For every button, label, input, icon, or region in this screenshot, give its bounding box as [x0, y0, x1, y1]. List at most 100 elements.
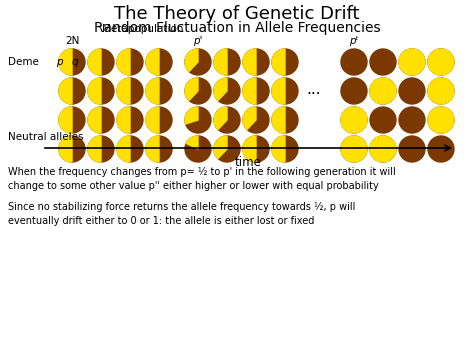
Circle shape — [341, 49, 367, 75]
Wedge shape — [117, 136, 130, 162]
Circle shape — [146, 136, 172, 162]
Wedge shape — [214, 78, 227, 100]
Wedge shape — [272, 136, 285, 162]
Circle shape — [185, 49, 211, 75]
Wedge shape — [214, 107, 227, 130]
Circle shape — [185, 78, 211, 104]
Wedge shape — [243, 107, 256, 130]
Circle shape — [59, 136, 85, 162]
Text: time: time — [235, 156, 262, 169]
Circle shape — [370, 107, 396, 133]
Wedge shape — [243, 49, 256, 75]
Wedge shape — [243, 136, 256, 162]
Text: Deme: Deme — [8, 57, 39, 67]
Circle shape — [341, 107, 367, 133]
Circle shape — [370, 136, 396, 162]
Circle shape — [399, 49, 425, 75]
Wedge shape — [185, 78, 198, 100]
Circle shape — [146, 78, 172, 104]
Circle shape — [243, 49, 269, 75]
Circle shape — [428, 107, 454, 133]
Circle shape — [272, 136, 298, 162]
Wedge shape — [117, 107, 130, 133]
Wedge shape — [428, 49, 454, 75]
Wedge shape — [59, 136, 72, 162]
Circle shape — [341, 136, 367, 162]
Wedge shape — [399, 49, 425, 75]
Circle shape — [146, 107, 172, 133]
Wedge shape — [272, 49, 285, 75]
Circle shape — [117, 49, 143, 75]
Circle shape — [146, 49, 172, 75]
Circle shape — [214, 107, 240, 133]
Circle shape — [243, 107, 269, 133]
Wedge shape — [214, 49, 227, 75]
Circle shape — [88, 107, 114, 133]
Wedge shape — [428, 78, 454, 104]
Wedge shape — [117, 78, 130, 104]
Wedge shape — [88, 78, 101, 104]
Wedge shape — [243, 78, 256, 104]
Text: p': p' — [193, 36, 203, 46]
Text: pᵗ: pᵗ — [349, 36, 359, 46]
Circle shape — [370, 49, 396, 75]
Text: The Theory of Genetic Drift: The Theory of Genetic Drift — [114, 5, 360, 23]
Text: p: p — [55, 57, 62, 67]
Circle shape — [272, 107, 298, 133]
Wedge shape — [370, 136, 396, 162]
Circle shape — [88, 136, 114, 162]
Wedge shape — [428, 107, 454, 133]
Circle shape — [272, 78, 298, 104]
Wedge shape — [88, 107, 101, 133]
Wedge shape — [146, 107, 159, 133]
Wedge shape — [88, 136, 101, 162]
Wedge shape — [272, 107, 285, 133]
Wedge shape — [185, 49, 198, 71]
Circle shape — [272, 49, 298, 75]
Text: Since no stabilizing force returns the allele frequency towards ½, p will
eventu: Since no stabilizing force returns the a… — [8, 202, 356, 226]
Text: ...: ... — [307, 82, 321, 98]
Text: Random Fluctuation in Allele Frequencies: Random Fluctuation in Allele Frequencies — [94, 21, 380, 35]
Wedge shape — [117, 49, 130, 75]
Circle shape — [243, 78, 269, 104]
Text: Metapopulation: Metapopulation — [102, 24, 183, 34]
Circle shape — [185, 107, 211, 133]
Circle shape — [59, 107, 85, 133]
Circle shape — [117, 78, 143, 104]
Text: q: q — [72, 57, 78, 67]
Wedge shape — [59, 78, 72, 104]
Wedge shape — [370, 78, 396, 104]
Text: 2N: 2N — [65, 36, 79, 46]
Wedge shape — [186, 136, 198, 149]
Circle shape — [243, 136, 269, 162]
Wedge shape — [185, 107, 198, 124]
Circle shape — [428, 136, 454, 162]
Text: When the frequency changes from p= ½ to p' in the following generation it will
c: When the frequency changes from p= ½ to … — [8, 167, 396, 191]
Wedge shape — [88, 49, 101, 75]
Wedge shape — [146, 136, 159, 162]
Circle shape — [117, 107, 143, 133]
Circle shape — [214, 136, 240, 162]
Wedge shape — [59, 49, 72, 75]
Circle shape — [341, 78, 367, 104]
Wedge shape — [214, 136, 227, 158]
Wedge shape — [146, 49, 159, 75]
Wedge shape — [146, 78, 159, 104]
Wedge shape — [272, 78, 285, 104]
Circle shape — [88, 78, 114, 104]
Circle shape — [428, 78, 454, 104]
Circle shape — [59, 78, 85, 104]
Wedge shape — [59, 107, 72, 133]
Circle shape — [88, 49, 114, 75]
Wedge shape — [341, 107, 367, 133]
Circle shape — [399, 78, 425, 104]
Circle shape — [399, 107, 425, 133]
Circle shape — [59, 49, 85, 75]
Circle shape — [370, 78, 396, 104]
Circle shape — [117, 136, 143, 162]
Circle shape — [214, 78, 240, 104]
Wedge shape — [341, 136, 367, 162]
Text: Neutral alleles: Neutral alleles — [8, 132, 83, 142]
Circle shape — [185, 136, 211, 162]
Circle shape — [214, 49, 240, 75]
